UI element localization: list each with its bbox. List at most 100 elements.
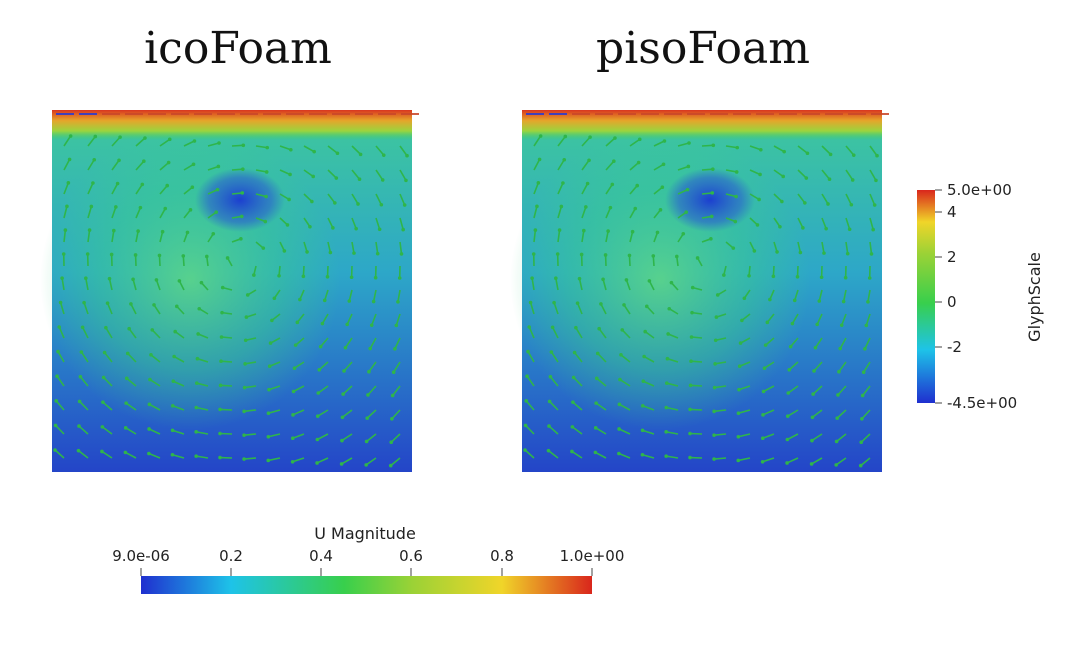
velocity-glyph-head <box>364 463 368 467</box>
velocity-glyph-head <box>524 399 528 403</box>
velocity-glyph-head <box>848 228 852 232</box>
velocity-glyph-head <box>863 347 867 351</box>
velocity-glyph-head <box>574 326 578 330</box>
velocity-glyph-head <box>311 175 315 179</box>
velocity-glyph-head <box>551 325 555 329</box>
velocity-glyph-head <box>217 165 221 169</box>
velocity-glyph-head <box>642 355 646 359</box>
velocity-glyph-head <box>79 375 83 379</box>
velocity-glyph-head <box>829 153 833 157</box>
velocity-glyph-head <box>243 386 247 390</box>
velocity-glyph-head <box>810 439 814 443</box>
velocity-glyph-head <box>267 435 271 439</box>
velocity-glyph-head <box>664 430 668 434</box>
velocity-glyph-head <box>374 276 378 280</box>
velocity-glyph-head <box>389 464 393 468</box>
velocity-glyph-head <box>405 154 409 158</box>
velocity-glyph-head <box>835 416 839 420</box>
velocity-glyph-head <box>287 198 291 202</box>
velocity-glyph-head <box>556 252 560 256</box>
velocity-glyph-head <box>570 450 574 454</box>
glyph-scale-title: GlyphScale <box>1025 252 1044 342</box>
velocity-glyph-head <box>713 386 717 390</box>
velocity-glyph-head <box>578 277 582 281</box>
velocity-glyph-head <box>54 424 58 428</box>
velocity-glyph-head <box>350 275 354 279</box>
velocity-glyph-head <box>365 416 369 420</box>
velocity-glyph-head <box>561 181 565 185</box>
velocity-glyph-head <box>780 200 784 204</box>
velocity-glyph-head <box>604 253 608 257</box>
velocity-glyph-head <box>226 256 230 260</box>
velocity-glyph-head <box>631 230 635 234</box>
vortex-ring <box>40 130 340 430</box>
velocity-glyph-head <box>810 462 814 466</box>
velocity-glyph-head <box>586 182 590 186</box>
velocity-glyph-head <box>834 463 838 467</box>
velocity-glyph-head <box>648 279 652 283</box>
panel-title-pisofoam: pisoFoam <box>596 23 810 74</box>
velocity-glyph-head <box>60 276 64 280</box>
velocity-glyph-head <box>342 369 346 373</box>
velocity-glyph-head <box>101 400 105 404</box>
velocity-glyph-head <box>539 134 543 138</box>
velocity-glyph-head <box>758 173 762 177</box>
velocity-glyph-head <box>219 359 223 363</box>
velocity-glyph-head <box>710 215 714 219</box>
velocity-glyph-head <box>739 341 743 345</box>
velocity-glyph-head <box>333 201 337 205</box>
velocity-glyph-head <box>828 177 832 181</box>
velocity-glyph-head <box>340 439 344 443</box>
velocity-glyph-head <box>331 226 335 230</box>
velocity-glyph-head <box>218 432 222 436</box>
velocity-glyph-head <box>241 167 245 171</box>
velocity-glyph-head <box>90 205 94 209</box>
velocity-glyph-head <box>117 158 121 162</box>
velocity-glyph-head <box>666 332 670 336</box>
velocity-glyph-head <box>766 321 770 325</box>
velocity-glyph-head <box>633 207 637 211</box>
velocity-glyph-head <box>812 369 816 373</box>
velocity-glyph-head <box>152 303 156 307</box>
velocity-glyph-head <box>803 201 807 205</box>
icofoam-velocity-plot <box>40 110 419 472</box>
velocity-glyph-head <box>713 362 717 366</box>
glyph-scale-bar <box>917 190 935 403</box>
velocity-glyph-head <box>298 298 302 302</box>
velocity-glyph-head <box>690 311 694 315</box>
velocity-glyph-head <box>594 401 598 405</box>
glyph-tick-label: -2 <box>947 338 962 356</box>
velocity-glyph-head <box>214 210 218 214</box>
velocity-glyph-head <box>547 449 551 453</box>
velocity-glyph-head <box>722 273 726 277</box>
velocity-glyph-head <box>69 134 73 138</box>
velocity-glyph-head <box>194 430 198 434</box>
velocity-glyph-head <box>112 229 116 233</box>
velocity-glyph-head <box>789 345 793 349</box>
velocity-glyph-head <box>194 454 198 458</box>
velocity-glyph-head <box>691 286 695 290</box>
velocity-glyph-head <box>68 158 72 162</box>
velocity-glyph-head <box>846 252 850 256</box>
velocity-glyph-head <box>737 411 741 415</box>
velocity-glyph-head <box>370 323 374 327</box>
velocity-glyph-head <box>163 207 167 211</box>
velocity-glyph <box>220 433 232 434</box>
velocity-glyph-head <box>838 347 842 351</box>
velocity-glyph-head <box>711 191 715 195</box>
velocity-glyph-head <box>661 185 665 189</box>
velocity-glyph-head <box>756 223 760 227</box>
velocity-glyph-head <box>171 379 175 383</box>
velocity-glyph-head <box>326 275 330 279</box>
velocity-glyph-head <box>787 368 791 372</box>
velocity-glyph-head <box>762 390 766 394</box>
velocity-glyph-head <box>114 205 118 209</box>
velocity-glyph-head <box>124 451 128 455</box>
velocity-glyph-head <box>786 391 790 395</box>
velocity-glyph-head <box>148 378 152 382</box>
velocity-glyph-head <box>102 376 106 380</box>
velocity-glyph-head <box>664 454 668 458</box>
velocity-glyph-head <box>811 392 815 396</box>
velocity-glyph-head <box>345 323 349 327</box>
velocity-glyph-head <box>791 322 795 326</box>
